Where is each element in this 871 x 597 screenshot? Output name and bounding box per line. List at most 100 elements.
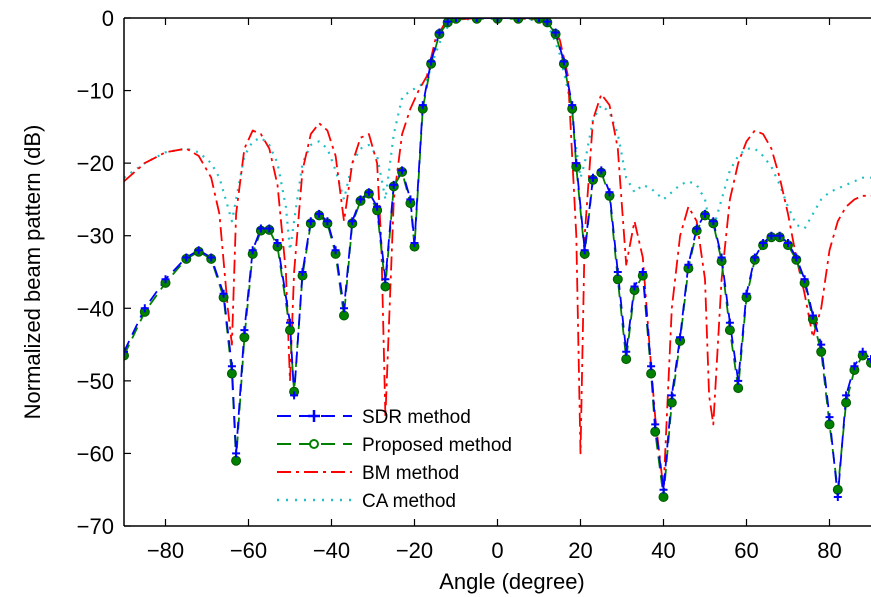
- legend-item-sdr: SDR method: [277, 407, 471, 428]
- data-point-sdr: [232, 449, 241, 458]
- data-point-sdr: [398, 166, 407, 175]
- data-point-sdr: [742, 289, 751, 298]
- data-point-sdr: [265, 224, 274, 233]
- data-point-sdr: [842, 391, 851, 400]
- data-point-sdr: [207, 253, 216, 262]
- data-point-sdr: [290, 391, 299, 400]
- data-point-proposed: [226, 368, 237, 379]
- data-point-sdr: [630, 282, 639, 291]
- data-point-sdr: [240, 326, 249, 335]
- data-point-proposed: [724, 325, 735, 336]
- y-tick-label: −30: [77, 224, 114, 249]
- y-tick-label: 0: [102, 6, 114, 31]
- data-point-sdr: [647, 362, 656, 371]
- data-point-sdr: [867, 355, 871, 364]
- legend-label-proposed: Proposed method: [362, 435, 512, 456]
- x-tick-label: 60: [734, 538, 758, 563]
- data-point-sdr: [298, 268, 307, 276]
- data-point-sdr: [161, 275, 170, 284]
- data-point-sdr: [638, 268, 647, 276]
- x-tick-label: −60: [230, 538, 267, 563]
- data-point-sdr: [373, 202, 382, 211]
- data-point-sdr: [340, 304, 348, 313]
- data-point-proposed: [866, 357, 871, 368]
- legend-marker-sdr: [308, 410, 320, 422]
- legend-label-ca: CA method: [362, 491, 456, 512]
- data-point-sdr: [472, 18, 481, 22]
- x-axis-label: Angle (degree): [439, 569, 585, 594]
- series-line-ca-method: [124, 18, 871, 252]
- x-tick-label: −40: [313, 538, 350, 563]
- plot-area: [124, 18, 871, 526]
- y-tick-label: −40: [77, 296, 114, 321]
- data-point-sdr: [306, 217, 315, 226]
- data-point-proposed: [612, 274, 623, 285]
- x-tick-label: 80: [817, 538, 841, 563]
- data-point-sdr: [256, 224, 265, 233]
- data-point-sdr: [589, 173, 597, 182]
- data-point-sdr: [452, 18, 460, 22]
- data-point-sdr: [389, 180, 398, 189]
- data-point-sdr: [613, 268, 622, 276]
- data-point-sdr: [535, 18, 543, 22]
- legend-marker-proposed: [309, 439, 319, 449]
- data-point-proposed: [666, 397, 677, 408]
- legend-label-sdr: SDR method: [362, 407, 471, 428]
- data-point-sdr: [273, 239, 282, 247]
- data-point-proposed: [650, 426, 661, 437]
- data-point-proposed: [733, 383, 744, 394]
- data-point-proposed: [832, 484, 843, 495]
- data-point-sdr: [597, 166, 606, 175]
- data-point-sdr: [435, 28, 444, 37]
- data-point-sdr: [817, 340, 826, 349]
- data-point-sdr: [219, 289, 228, 298]
- data-point-sdr: [833, 493, 842, 501]
- data-point-proposed: [816, 346, 827, 357]
- data-point-sdr: [725, 318, 734, 327]
- data-point-sdr: [622, 347, 631, 356]
- data-point-sdr: [684, 260, 693, 269]
- data-point-sdr: [701, 209, 709, 218]
- x-tick-label: 0: [491, 538, 503, 563]
- data-point-sdr: [784, 239, 792, 247]
- data-point-sdr: [227, 362, 236, 371]
- data-point-sdr: [194, 246, 203, 255]
- data-point-sdr: [418, 101, 427, 110]
- x-tick-label: 40: [651, 538, 675, 563]
- data-point-proposed: [380, 281, 391, 292]
- data-point-proposed: [824, 419, 835, 430]
- data-point-sdr: [551, 28, 560, 37]
- data-point-sdr: [858, 347, 867, 356]
- y-tick-label: −50: [77, 369, 114, 394]
- y-axis-label: Normalized beam pattern (dB): [20, 125, 45, 420]
- data-point-sdr: [568, 101, 577, 110]
- data-point-sdr: [315, 209, 324, 218]
- data-point-proposed: [621, 354, 632, 365]
- data-point-sdr: [248, 246, 257, 255]
- legend: SDR method Proposed method BM method CA …: [277, 407, 512, 512]
- data-point-sdr: [406, 195, 415, 204]
- y-tick-label: −70: [77, 514, 114, 539]
- data-point-sdr: [182, 253, 191, 262]
- data-point-sdr: [331, 246, 340, 255]
- data-point-sdr: [750, 253, 759, 262]
- data-point-sdr: [286, 318, 294, 327]
- data-point-sdr: [514, 18, 523, 22]
- data-point-sdr: [800, 275, 809, 284]
- data-point-proposed: [285, 325, 295, 336]
- data-point-proposed: [231, 455, 242, 466]
- legend-label-bm: BM method: [362, 463, 459, 484]
- legend-item-proposed: Proposed method: [277, 435, 512, 456]
- x-tick-label: −20: [396, 538, 433, 563]
- data-point-proposed: [239, 332, 250, 343]
- x-tick-label: −80: [147, 538, 184, 563]
- y-tick-label: −60: [77, 441, 114, 466]
- data-point-sdr: [572, 159, 581, 168]
- data-point-sdr: [767, 231, 776, 240]
- data-point-sdr: [808, 311, 817, 320]
- data-point-sdr: [348, 217, 357, 226]
- data-point-sdr: [323, 217, 332, 226]
- data-point-sdr: [124, 347, 128, 356]
- data-point-proposed: [646, 368, 657, 379]
